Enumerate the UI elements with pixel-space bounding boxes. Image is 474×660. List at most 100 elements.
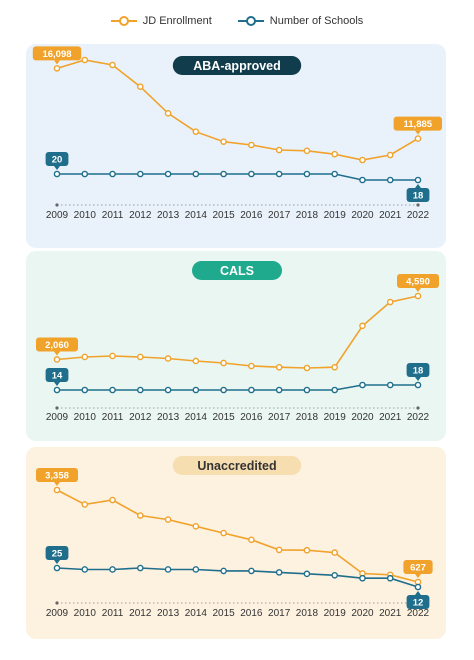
- data-label-bg: [45, 546, 69, 560]
- data-point-number-of-schools: [275, 170, 283, 178]
- chart-panel-1: CALS 2009 2010 2011 2012 2013 2014 2015 2016 2017…: [26, 251, 446, 441]
- series-line-jd-enrollment: [56, 295, 419, 369]
- data-point-jd-enrollment: [275, 363, 283, 371]
- series-line-number-of-schools: [57, 384, 418, 391]
- data-label-pointer: [415, 377, 421, 381]
- data-point-jd-enrollment: [248, 141, 255, 149]
- data-point-number-of-schools: [137, 170, 144, 178]
- panel-background: [26, 447, 446, 639]
- data-point-number-of-schools: [331, 170, 338, 178]
- data-point-jd-enrollment: [359, 322, 366, 330]
- chart-title: CALS: [220, 264, 254, 278]
- series-line-number-of-schools: [56, 567, 419, 588]
- data-point-number-of-schools: [53, 170, 61, 178]
- x-tick-label: 2016: [240, 412, 263, 423]
- data-point-number-of-schools: [137, 564, 144, 572]
- x-tick-label: 2020: [351, 608, 374, 619]
- x-tick-label: 2021: [379, 608, 402, 619]
- data-point-number-of-schools: [359, 381, 366, 389]
- data-point-jd-enrollment: [192, 357, 200, 365]
- x-tick-label: 2015: [212, 412, 235, 423]
- data-point-number-of-schools: [248, 170, 255, 178]
- data-point-number-of-schools: [109, 386, 116, 394]
- data-point-number-of-schools: [303, 170, 311, 178]
- data-point-jd-enrollment: [137, 512, 144, 519]
- x-tick-label: 2013: [157, 608, 180, 619]
- x-tick-label: 2009: [46, 210, 69, 221]
- data-point-number-of-schools: [192, 386, 200, 394]
- data-label-bg: [45, 152, 69, 166]
- legend-item-number-of-schools: Number of Schools: [237, 15, 363, 27]
- data-point-number-of-schools: [220, 567, 227, 575]
- x-tick-label: 2016: [240, 608, 263, 619]
- panel-background: [26, 44, 446, 248]
- panel-background: [26, 251, 446, 441]
- x-tick-label: 2012: [129, 608, 152, 619]
- data-point-number-of-schools: [81, 170, 89, 178]
- x-tick-label: 2017: [268, 608, 291, 619]
- x-tick-label: 2010: [74, 412, 97, 423]
- data-label-bg: [406, 188, 430, 202]
- x-tick-label: 2010: [74, 608, 97, 619]
- data-point-number-of-schools: [81, 386, 89, 394]
- data-label-pointer: [54, 560, 60, 564]
- data-point-number-of-schools: [386, 381, 394, 389]
- data-label-bg: [403, 560, 433, 574]
- data-point-number-of-schools: [414, 381, 422, 389]
- data-point-number-of-schools: [331, 386, 338, 394]
- data-label-bg: [406, 363, 430, 377]
- data-point-number-of-schools: [220, 170, 227, 178]
- x-tick-label: 2014: [185, 412, 208, 423]
- data-point-jd-enrollment: [109, 496, 116, 504]
- data-point-jd-enrollment: [414, 292, 422, 300]
- data-point-jd-enrollment: [331, 363, 338, 371]
- data-label: 11,885: [404, 119, 433, 130]
- chart-panel-0: ABA-approved 2009 2010 2011 2012 2013 2014 2015…: [26, 44, 446, 248]
- data-label: 25: [52, 549, 63, 560]
- x-tick-label: 2019: [324, 210, 347, 221]
- data-label-bg: [397, 274, 439, 288]
- data-point-jd-enrollment: [53, 486, 61, 494]
- data-point-number-of-schools: [109, 566, 116, 573]
- data-point-jd-enrollment: [303, 546, 311, 554]
- data-point-number-of-schools: [359, 574, 366, 582]
- data-point-number-of-schools: [164, 386, 172, 394]
- data-point-number-of-schools: [53, 564, 61, 572]
- series-line-jd-enrollment: [56, 489, 419, 583]
- data-point-jd-enrollment: [81, 56, 89, 64]
- x-tick-label: 2019: [324, 608, 347, 619]
- data-point-jd-enrollment: [275, 546, 283, 554]
- x-tick-label: 2022: [407, 608, 430, 619]
- chart-title-badge: [192, 261, 282, 280]
- x-axis-end-dot: [416, 203, 420, 207]
- data-point-jd-enrollment: [53, 356, 61, 363]
- data-point-jd-enrollment: [248, 536, 255, 544]
- chart-title-badge: [172, 456, 302, 475]
- data-point-number-of-schools: [248, 567, 255, 575]
- data-point-jd-enrollment: [137, 353, 144, 361]
- x-tick-label: 2016: [240, 210, 263, 221]
- x-tick-label: 2020: [351, 210, 374, 221]
- x-tick-label: 2014: [185, 210, 208, 221]
- data-point-number-of-schools: [81, 566, 89, 573]
- x-tick-label: 2012: [129, 210, 152, 221]
- data-point-jd-enrollment: [81, 353, 89, 361]
- data-point-jd-enrollment: [81, 501, 89, 508]
- data-point-jd-enrollment: [109, 352, 116, 360]
- x-axis-start-dot: [55, 601, 59, 605]
- data-point-jd-enrollment: [331, 549, 338, 556]
- x-tick-label: 2012: [129, 412, 152, 423]
- data-point-number-of-schools: [303, 386, 311, 394]
- data-point-jd-enrollment: [192, 128, 200, 135]
- chart-title-badge: [172, 56, 302, 75]
- data-point-number-of-schools: [164, 566, 172, 573]
- x-tick-label: 2011: [102, 608, 124, 619]
- data-label-pointer: [415, 591, 421, 595]
- data-point-jd-enrollment: [303, 147, 311, 155]
- x-tick-label: 2021: [379, 210, 402, 221]
- legend-swatch: [110, 16, 137, 26]
- legend: JD Enrollment Number of Schools: [0, 10, 474, 32]
- x-tick-label: 2020: [351, 412, 374, 423]
- chart-title: ABA-approved: [193, 59, 281, 73]
